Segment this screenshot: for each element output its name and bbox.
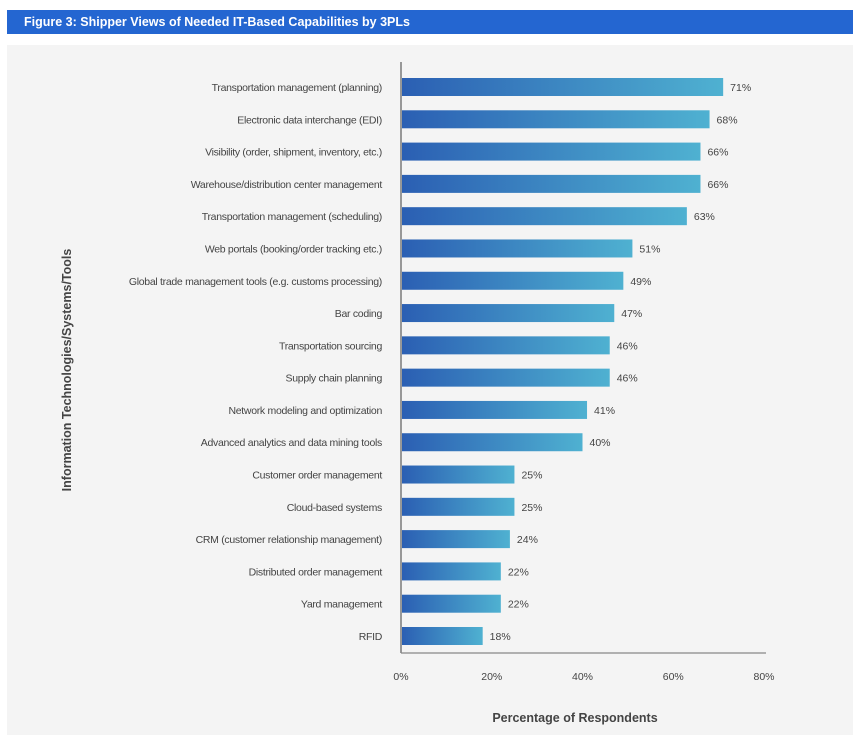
data-label: 25% bbox=[521, 470, 542, 482]
data-label: 18% bbox=[490, 631, 511, 643]
bar bbox=[402, 78, 724, 96]
bar bbox=[402, 304, 615, 323]
data-label: 22% bbox=[508, 599, 529, 611]
category-label: CRM (customer relationship management) bbox=[196, 534, 382, 546]
bar bbox=[402, 368, 610, 387]
category-label: Web portals (booking/order tracking etc.… bbox=[205, 243, 382, 255]
data-label: 24% bbox=[517, 534, 538, 546]
data-label: 63% bbox=[694, 211, 715, 223]
category-label: Bar coding bbox=[335, 308, 383, 320]
category-label: Visibility (order, shipment, inventory, … bbox=[205, 147, 382, 159]
bar bbox=[402, 594, 501, 613]
bar bbox=[402, 433, 583, 452]
bar bbox=[402, 239, 633, 258]
data-label: 40% bbox=[590, 437, 611, 449]
category-label: Transportation management (planning) bbox=[212, 82, 382, 94]
category-label: RFID bbox=[359, 631, 383, 643]
data-label: 46% bbox=[617, 373, 638, 385]
bar bbox=[402, 142, 701, 161]
data-label: 51% bbox=[639, 243, 660, 255]
figure-title: Figure 3: Shipper Views of Needed IT-Bas… bbox=[7, 10, 853, 34]
category-label: Distributed order management bbox=[249, 566, 383, 578]
x-axis-label: Percentage of Respondents bbox=[492, 711, 657, 725]
bar bbox=[402, 530, 510, 549]
bar bbox=[402, 110, 710, 129]
category-label: Transportation sourcing bbox=[279, 340, 382, 352]
data-label: 49% bbox=[630, 276, 651, 288]
data-label: 71% bbox=[730, 82, 751, 94]
bar bbox=[402, 400, 588, 419]
bar bbox=[402, 207, 687, 226]
x-tick-label: 80% bbox=[753, 671, 774, 683]
category-label: Transportation management (scheduling) bbox=[202, 211, 382, 223]
bar bbox=[402, 465, 515, 484]
data-label: 68% bbox=[717, 114, 738, 126]
x-tick-label: 20% bbox=[481, 671, 502, 683]
bar bbox=[402, 174, 701, 193]
x-tick-label: 40% bbox=[572, 671, 593, 683]
category-label: Advanced analytics and data mining tools bbox=[201, 437, 382, 449]
category-label: Electronic data interchange (EDI) bbox=[237, 114, 382, 126]
y-axis-label: Information Technologies/Systems/Tools bbox=[60, 249, 74, 492]
data-label: 41% bbox=[594, 405, 615, 417]
category-label: Cloud-based systems bbox=[287, 502, 382, 514]
category-label: Warehouse/distribution center management bbox=[191, 179, 383, 191]
x-tick-label: 60% bbox=[663, 671, 684, 683]
category-label: Supply chain planning bbox=[286, 373, 383, 385]
data-label: 47% bbox=[621, 308, 642, 320]
bar bbox=[402, 627, 483, 645]
data-label: 46% bbox=[617, 340, 638, 352]
data-label: 22% bbox=[508, 566, 529, 578]
bar bbox=[402, 271, 624, 290]
bar bbox=[402, 497, 515, 516]
category-label: Yard management bbox=[301, 599, 382, 611]
category-label: Customer order management bbox=[252, 470, 382, 482]
x-tick-label: 0% bbox=[393, 671, 408, 683]
category-label: Global trade management tools (e.g. cust… bbox=[129, 276, 382, 288]
data-label: 66% bbox=[707, 147, 728, 159]
data-label: 25% bbox=[521, 502, 542, 514]
category-label: Network modeling and optimization bbox=[228, 405, 382, 417]
data-label: 66% bbox=[707, 179, 728, 191]
bar bbox=[402, 562, 501, 581]
bar bbox=[402, 336, 610, 355]
